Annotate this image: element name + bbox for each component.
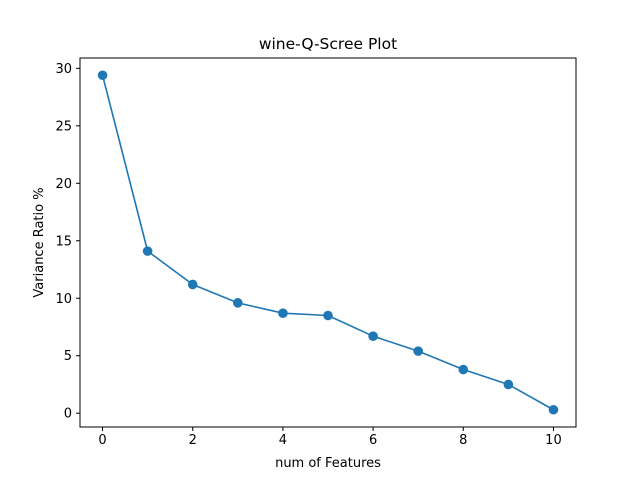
- y-tick-label: 30: [55, 62, 72, 77]
- y-tick-label: 20: [55, 177, 72, 192]
- plot-area-frame: [79, 57, 577, 428]
- chart-title: wine-Q-Scree Plot: [259, 35, 397, 53]
- data-point: [323, 310, 333, 321]
- y-tick-label: 15: [55, 234, 72, 249]
- x-tick-label: 2: [189, 433, 197, 448]
- data-point: [413, 346, 423, 356]
- y-axis-ticks: 0 5 10 15 20 25 30: [55, 62, 80, 422]
- x-tick-label: 8: [459, 433, 467, 448]
- y-tick-label: 0: [64, 407, 72, 422]
- series-layer: [97, 70, 559, 415]
- series-line: [101, 75, 554, 411]
- data-point: [233, 298, 243, 308]
- x-tick-label: 6: [369, 433, 377, 448]
- x-tick-label: 10: [545, 433, 562, 448]
- data-point: [142, 246, 153, 256]
- data-point: [548, 404, 559, 415]
- y-axis-label: Variance Ratio %: [32, 187, 47, 297]
- x-axis-ticks: 0 2 4 6 8 10: [98, 427, 562, 448]
- x-tick-label: 4: [279, 433, 287, 448]
- data-point: [278, 308, 288, 318]
- data-point: [458, 364, 469, 375]
- y-tick-label: 5: [64, 349, 72, 364]
- x-tick-label: 0: [98, 433, 106, 448]
- x-axis-label: num of Features: [275, 456, 381, 471]
- y-tick-label: 10: [55, 292, 72, 307]
- data-point: [187, 279, 198, 290]
- y-tick-label: 25: [55, 119, 72, 134]
- data-point: [503, 379, 514, 390]
- data-point: [97, 70, 108, 81]
- data-point: [368, 331, 378, 341]
